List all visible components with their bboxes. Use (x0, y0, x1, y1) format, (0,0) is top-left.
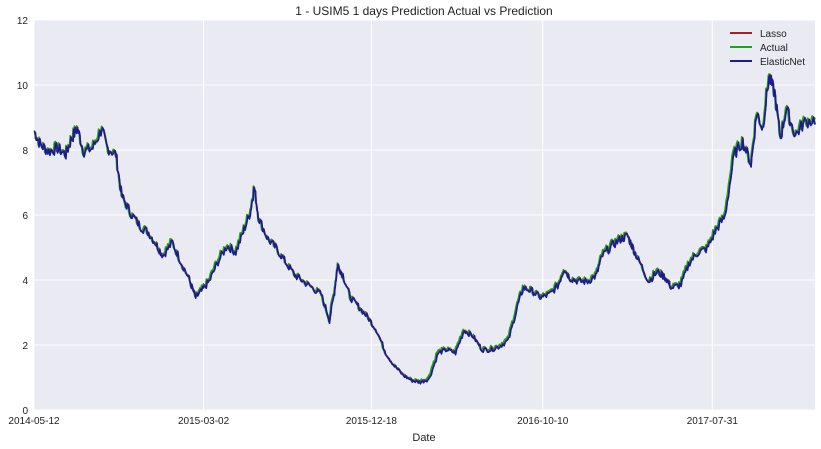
x-axis-label: Date (412, 432, 435, 444)
y-tick-label: 4 (22, 276, 28, 287)
y-tick-label: 0 (22, 406, 28, 417)
legend: Lasso Actual ElasticNet (722, 25, 810, 69)
x-tick-label: 2015-03-02 (178, 416, 230, 427)
x-tick-label: 2014-05-12 (8, 416, 60, 427)
legend-actual-label: Actual (760, 43, 788, 54)
y-tick-label: 8 (22, 146, 28, 157)
chart-title: 1 - USIM5 1 days Prediction Actual vs Pr… (295, 4, 552, 18)
y-tick-label: 2 (22, 341, 28, 352)
legend-elasticnet-label: ElasticNet (760, 57, 805, 68)
x-tick-label: 2017-07-31 (687, 416, 739, 427)
y-gridlines (34, 19, 815, 411)
x-tick-label: 2016-10-10 (517, 416, 569, 427)
y-tick-label: 12 (17, 16, 29, 27)
legend-lasso-label: Lasso (760, 29, 787, 40)
x-tick-labels: 2014-05-12 2015-03-02 2015-12-18 2016-10-10… (8, 416, 738, 427)
series-lines (33, 73, 816, 385)
x-gridlines (33, 20, 713, 410)
series-line-actual (33, 73, 816, 383)
series-line-elasticnet (33, 74, 816, 385)
x-tick-label: 2015-12-18 (346, 416, 398, 427)
y-tick-labels: 0 2 4 6 8 10 12 (17, 16, 29, 417)
y-tick-label: 6 (22, 211, 28, 222)
y-tick-label: 10 (17, 81, 29, 92)
